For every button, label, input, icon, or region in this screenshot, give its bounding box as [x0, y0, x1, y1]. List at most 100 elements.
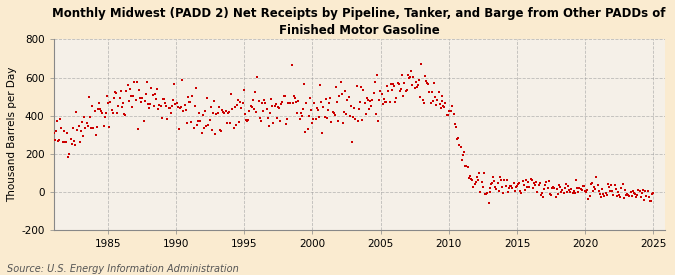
Point [109, 95, 119, 100]
Point [575, 187, 586, 191]
Point [113, 104, 124, 108]
Point [610, 187, 621, 191]
Point [459, 150, 470, 154]
Point [564, 188, 574, 192]
Point [522, 184, 533, 189]
Point [437, 104, 448, 109]
Point [115, 88, 126, 93]
Point [481, 192, 491, 196]
Point [517, 179, 528, 183]
Point [552, 191, 563, 196]
Point [145, 102, 156, 106]
Point [121, 89, 132, 94]
Point [520, 188, 531, 192]
Point [442, 113, 453, 117]
Point [502, 190, 513, 194]
Point [184, 100, 194, 104]
Point [62, 131, 73, 135]
Point [173, 126, 184, 131]
Point [492, 181, 503, 185]
Point [269, 104, 280, 109]
Point [394, 82, 404, 86]
Point [185, 100, 196, 104]
Point [304, 96, 315, 100]
Point [248, 107, 259, 111]
Point [176, 105, 186, 109]
Point [439, 104, 450, 109]
Point [106, 108, 117, 112]
Point [261, 107, 272, 111]
Point [487, 175, 498, 179]
Point [435, 106, 446, 110]
Point [281, 117, 292, 121]
Point [105, 100, 116, 104]
Point [244, 109, 255, 114]
Point [136, 100, 146, 104]
Point [316, 100, 327, 104]
Point [628, 191, 639, 195]
Point [230, 104, 240, 109]
Point [578, 184, 589, 188]
Point [336, 92, 347, 97]
Point [313, 107, 323, 112]
Point [603, 185, 614, 189]
Point [228, 126, 239, 130]
Point [491, 186, 502, 191]
Point [602, 182, 613, 186]
Point [401, 88, 412, 93]
Point [573, 189, 584, 194]
Point [279, 94, 290, 98]
Point [155, 104, 166, 108]
Point [89, 109, 100, 113]
Point [498, 190, 509, 195]
Point [453, 136, 464, 140]
Point [99, 124, 109, 128]
Point [164, 106, 175, 110]
Point [550, 195, 561, 199]
Point [392, 81, 403, 85]
Point [308, 117, 319, 121]
Point [450, 125, 461, 129]
Point [637, 191, 647, 195]
Point [104, 125, 115, 129]
Point [84, 95, 95, 99]
Point [524, 185, 535, 189]
Point [210, 132, 221, 136]
Point [495, 175, 506, 180]
Point [425, 100, 436, 105]
Point [407, 83, 418, 88]
Point [624, 194, 634, 198]
Point [301, 100, 312, 105]
Point [55, 117, 65, 122]
Point [642, 189, 653, 193]
Point [258, 109, 269, 113]
Point [361, 95, 372, 100]
Point [348, 114, 358, 119]
Point [84, 115, 95, 119]
Point [648, 191, 659, 195]
Point [131, 79, 142, 84]
Point [645, 199, 655, 204]
Point [431, 103, 441, 107]
Point [622, 192, 632, 196]
Point [558, 190, 569, 195]
Text: Source: U.S. Energy Information Administration: Source: U.S. Energy Information Administ… [7, 264, 238, 274]
Point [418, 101, 429, 105]
Point [177, 78, 188, 82]
Point [462, 165, 473, 169]
Point [538, 194, 549, 199]
Point [423, 82, 434, 86]
Point [277, 100, 288, 104]
Point [445, 109, 456, 113]
Point [356, 85, 367, 89]
Point [58, 128, 69, 133]
Point [344, 114, 355, 118]
Point [468, 185, 479, 190]
Point [64, 152, 75, 156]
Point [329, 112, 340, 117]
Point [88, 126, 99, 130]
Point [641, 194, 652, 198]
Point [161, 103, 171, 108]
Point [523, 180, 534, 184]
Point [198, 126, 209, 130]
